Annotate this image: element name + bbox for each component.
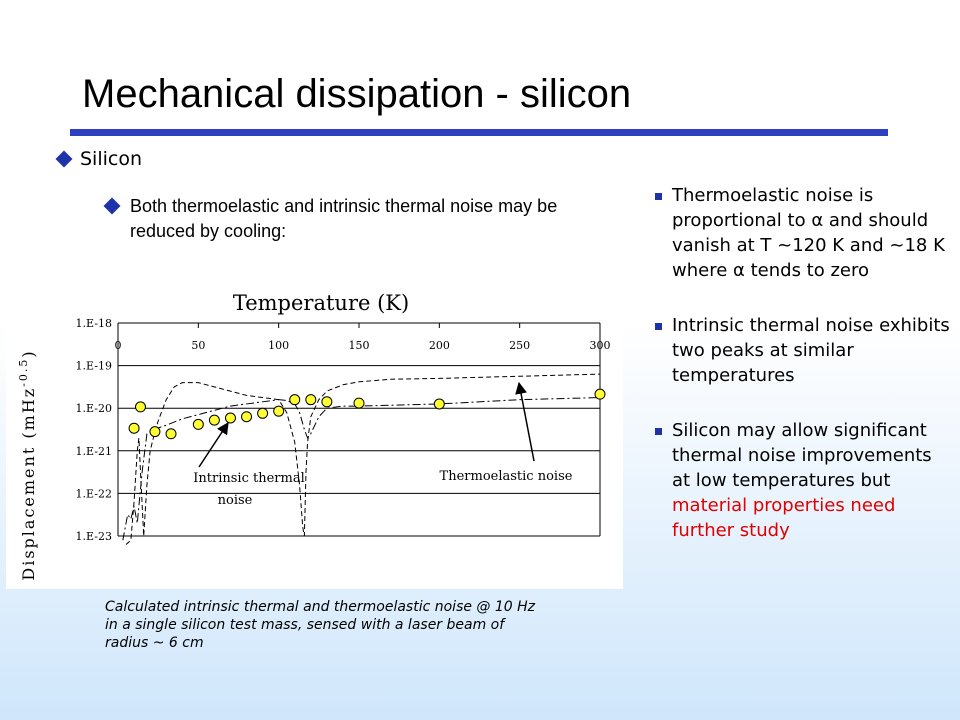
y-axis-label-close: ) <box>19 349 38 357</box>
y-tick-label: 1.E-23 <box>76 530 112 543</box>
data-point <box>321 396 333 408</box>
y-tick-label: 1.E-20 <box>76 402 112 415</box>
annotation-intrinsic-line1: Intrinsic thermal <box>193 471 304 486</box>
data-point <box>305 394 317 406</box>
x-tick-label: 0 <box>115 339 122 352</box>
right-bullet-text: Intrinsic thermal noise exhibits two pea… <box>672 315 950 386</box>
right-bullet-list: Thermoelastic noise is proportional to α… <box>655 183 955 573</box>
x-tick-label: 100 <box>268 339 289 352</box>
right-bullet-text: Silicon may allow significant thermal no… <box>672 418 955 543</box>
bullet-cooling-text: Both thermoelastic and intrinsic thermal… <box>130 196 558 241</box>
x-tick-label: 300 <box>590 339 611 352</box>
right-bullet-text: Thermoelastic noise is proportional to α… <box>672 183 955 283</box>
data-point <box>257 407 269 419</box>
x-tick-label: 50 <box>191 339 205 352</box>
data-point <box>224 412 236 424</box>
data-point <box>128 422 140 434</box>
data-point <box>273 405 285 417</box>
text-segment: Silicon may allow significant thermal no… <box>672 420 932 491</box>
bullet-cooling: Both thermoelastic and intrinsic thermal… <box>103 194 616 244</box>
y-tick-label: 1.E-22 <box>76 487 112 500</box>
data-point <box>208 414 220 426</box>
thermoelastic-curve <box>125 373 601 545</box>
title-underline <box>70 129 888 136</box>
intrinsic-curve <box>122 397 601 541</box>
data-point <box>241 411 253 423</box>
data-point <box>433 398 445 410</box>
data-point <box>165 428 177 440</box>
chart-title: Temperature (K) <box>233 291 409 315</box>
alpha-symbol: α <box>733 260 745 281</box>
x-tick-label: 250 <box>509 339 530 352</box>
data-point <box>289 394 301 406</box>
y-tick-label: 1.E-18 <box>76 317 112 330</box>
text-segment: tends to zero <box>744 260 870 281</box>
annotation-thermoelastic: Thermoelastic noise <box>440 469 573 484</box>
x-tick-label: 200 <box>429 339 450 352</box>
highlighted-text: material properties need further study <box>672 495 896 541</box>
text-segment: and should vanish at T ~120 K and ~18 K … <box>672 210 945 281</box>
square-bullet-icon <box>655 193 662 200</box>
square-bullet-icon <box>655 428 662 435</box>
chart-svg: Temperature (K) Displacement (mHz-0.5) 1… <box>17 291 611 581</box>
data-point <box>594 388 606 400</box>
data-point <box>134 401 146 413</box>
bullet-silicon: Silicon <box>55 148 143 170</box>
bullet-silicon-text: Silicon <box>80 148 143 170</box>
diamond-bullet-icon <box>103 197 121 215</box>
data-point <box>353 397 365 409</box>
svg-text:Displacement (mHz-0.5): Displacement (mHz-0.5) <box>17 349 38 580</box>
page-title: Mechanical dissipation - silicon <box>82 72 632 116</box>
square-bullet-icon <box>655 323 662 330</box>
noise-chart: Temperature (K) Displacement (mHz-0.5) 1… <box>6 275 623 589</box>
chart-caption: Calculated intrinsic thermal and thermoe… <box>105 599 536 651</box>
thermoelastic-arrow <box>515 381 535 462</box>
y-axis-label-main: Displacement (mHz <box>19 387 38 581</box>
intrinsic-arrow <box>198 421 229 468</box>
y-axis-label-exponent: -0.5 <box>17 358 30 387</box>
diamond-bullet-icon <box>55 150 73 168</box>
data-point <box>192 418 204 430</box>
alpha-symbol: α <box>811 210 824 231</box>
y-axis-label: Displacement (mHz-0.5) <box>17 349 38 580</box>
y-tick-label: 1.E-21 <box>76 445 112 458</box>
data-point <box>149 426 161 438</box>
right-bullet-intrinsic: Intrinsic thermal noise exhibits two pea… <box>655 313 955 388</box>
annotation-intrinsic-line2: noise <box>218 493 253 508</box>
y-tick-label: 1.E-19 <box>76 360 112 373</box>
right-bullet-silicon-allow: Silicon may allow significant thermal no… <box>655 418 955 543</box>
right-bullet-thermoelastic: Thermoelastic noise is proportional to α… <box>655 183 955 283</box>
x-tick-label: 150 <box>349 339 370 352</box>
text-segment: Thermoelastic noise is proportional to <box>672 185 874 231</box>
plot-area: 1.E-18 1.E-19 1.E-20 1.E-21 1.E-22 1.E-23 0 50 1… <box>76 317 611 545</box>
